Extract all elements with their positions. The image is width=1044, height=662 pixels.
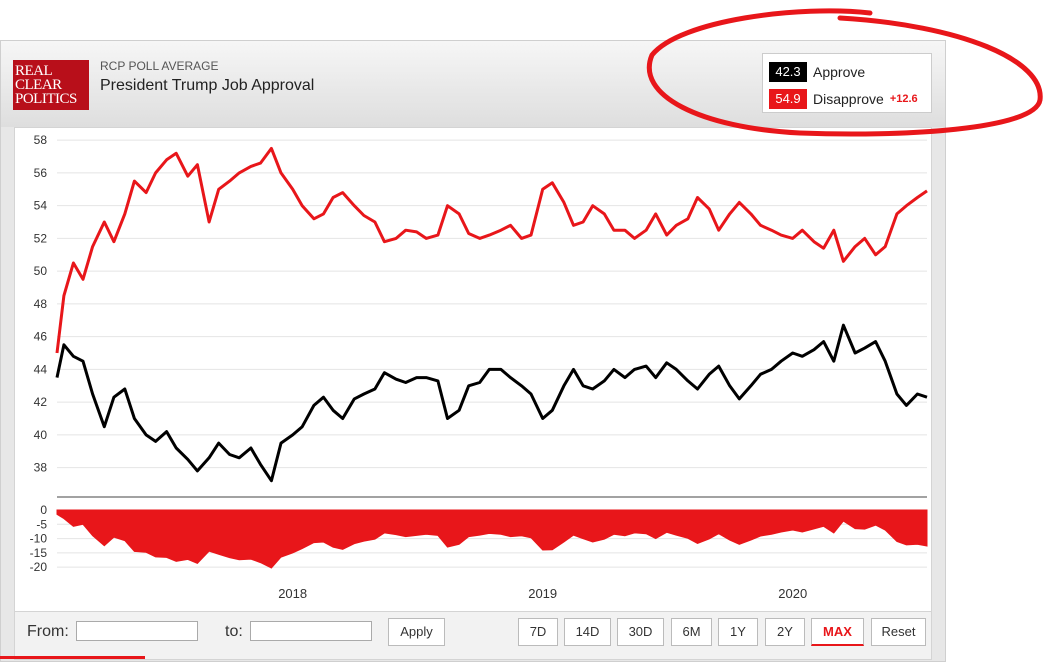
y-tick-label: 46	[34, 330, 48, 344]
y-tick-label: 48	[34, 297, 48, 311]
logo-line-1: REAL	[15, 63, 53, 79]
legend-disapprove-row: 54.9 Disapprove +12.6	[769, 89, 918, 109]
spread-tick-label: -10	[30, 532, 48, 546]
to-date-input[interactable]	[250, 621, 372, 641]
y-tick-label: 50	[34, 264, 48, 278]
x-tick-label: 2020	[778, 586, 807, 601]
series-line-approve	[55, 323, 928, 483]
to-label: to:	[225, 623, 243, 640]
approve-label: Approve	[813, 64, 866, 80]
range-max-button[interactable]: MAX	[811, 618, 864, 646]
spread-value: +12.6	[889, 93, 918, 105]
range-1y-button[interactable]: 1Y	[718, 618, 758, 646]
spread-tick-label: 0	[40, 503, 47, 517]
realclearpolitics-logo[interactable]: REAL CLEAR POLITICS	[13, 60, 89, 110]
y-tick-label: 38	[34, 461, 48, 475]
spread-tick-label: -20	[30, 560, 48, 574]
disapprove-value-badge: 54.9	[769, 89, 807, 109]
from-date-input[interactable]	[76, 621, 198, 641]
chart-kicker: RCP POLL AVERAGE	[100, 59, 219, 73]
logo-line-2: CLEAR	[15, 77, 62, 93]
page-edge-red-rule	[0, 656, 145, 659]
approval-chart-svg: 38 40 42 44 46 48 50 52 54 56 58 0-5-10-15-20 2018 20…	[30, 133, 928, 601]
range-14d-button[interactable]: 14D	[564, 618, 611, 646]
y-tick-label: 56	[34, 166, 48, 180]
y-tick-label: 58	[34, 133, 48, 147]
y-tick-label: 54	[34, 199, 48, 213]
range-6m-button[interactable]: 6M	[671, 618, 712, 646]
reset-button[interactable]: Reset	[871, 618, 926, 646]
y-tick-label: 44	[34, 362, 48, 376]
chart-title: President Trump Job Approval	[100, 77, 315, 94]
apply-button[interactable]: Apply	[388, 618, 445, 646]
chart-controls: From: to: Apply 7D 14D 30D 6M 1Y 2Y MAX …	[14, 612, 932, 660]
rcp-poll-widget: REAL CLEAR POLITICS RCP POLL AVERAGE Pre…	[0, 40, 946, 662]
x-tick-label: 2018	[278, 586, 307, 601]
widget-header: REAL CLEAR POLITICS RCP POLL AVERAGE Pre…	[1, 41, 945, 127]
spread-tick-label: -15	[30, 546, 48, 560]
range-2y-button[interactable]: 2Y	[765, 618, 805, 646]
legend-box: 42.3 Approve 54.9 Disapprove +12.6	[762, 53, 932, 113]
series-line-disapprove	[55, 146, 928, 354]
y-tick-label: 52	[34, 231, 48, 245]
spread-tick-label: -5	[36, 517, 47, 531]
chart-plot-area: 38 40 42 44 46 48 50 52 54 56 58 0 -5 -10 -15 -20 2018 20…	[14, 127, 932, 612]
range-30d-button[interactable]: 30D	[617, 618, 664, 646]
logo-line-3: POLITICS	[15, 91, 77, 107]
y-tick-label: 40	[34, 428, 48, 442]
legend-approve-row: 42.3 Approve	[769, 62, 865, 82]
x-tick-label: 2019	[528, 586, 557, 601]
spread-area	[56, 509, 928, 569]
approve-value-badge: 42.3	[769, 62, 807, 82]
disapprove-label: Disapprove	[813, 91, 884, 107]
y-tick-label: 42	[34, 395, 48, 409]
range-7d-button[interactable]: 7D	[518, 618, 558, 646]
from-label: From:	[27, 623, 69, 640]
